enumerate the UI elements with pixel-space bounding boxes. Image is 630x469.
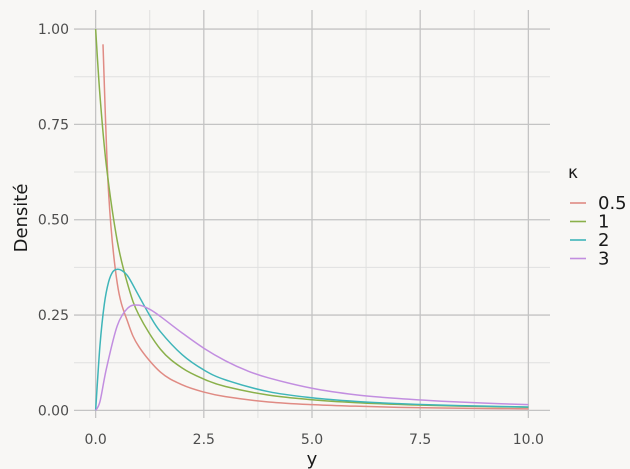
x-tick-label: 10.0	[513, 432, 544, 448]
y-tick-label: 0.25	[38, 308, 69, 324]
x-tick-label: 5.0	[301, 432, 323, 448]
x-tick-label: 0.0	[85, 432, 107, 448]
y-tick-label: 1.00	[38, 22, 69, 38]
legend-label-3: 3	[598, 249, 609, 270]
x-tick-label: 2.5	[193, 432, 215, 448]
y-axis-title: Densité	[11, 184, 32, 253]
x-axis-title: y	[307, 449, 318, 469]
y-tick-label: 0.50	[38, 213, 69, 229]
legend-title: κ	[568, 163, 578, 183]
y-tick-label: 0.00	[38, 403, 69, 419]
y-tick-label: 0.75	[38, 117, 69, 133]
x-tick-label: 7.5	[409, 432, 431, 448]
